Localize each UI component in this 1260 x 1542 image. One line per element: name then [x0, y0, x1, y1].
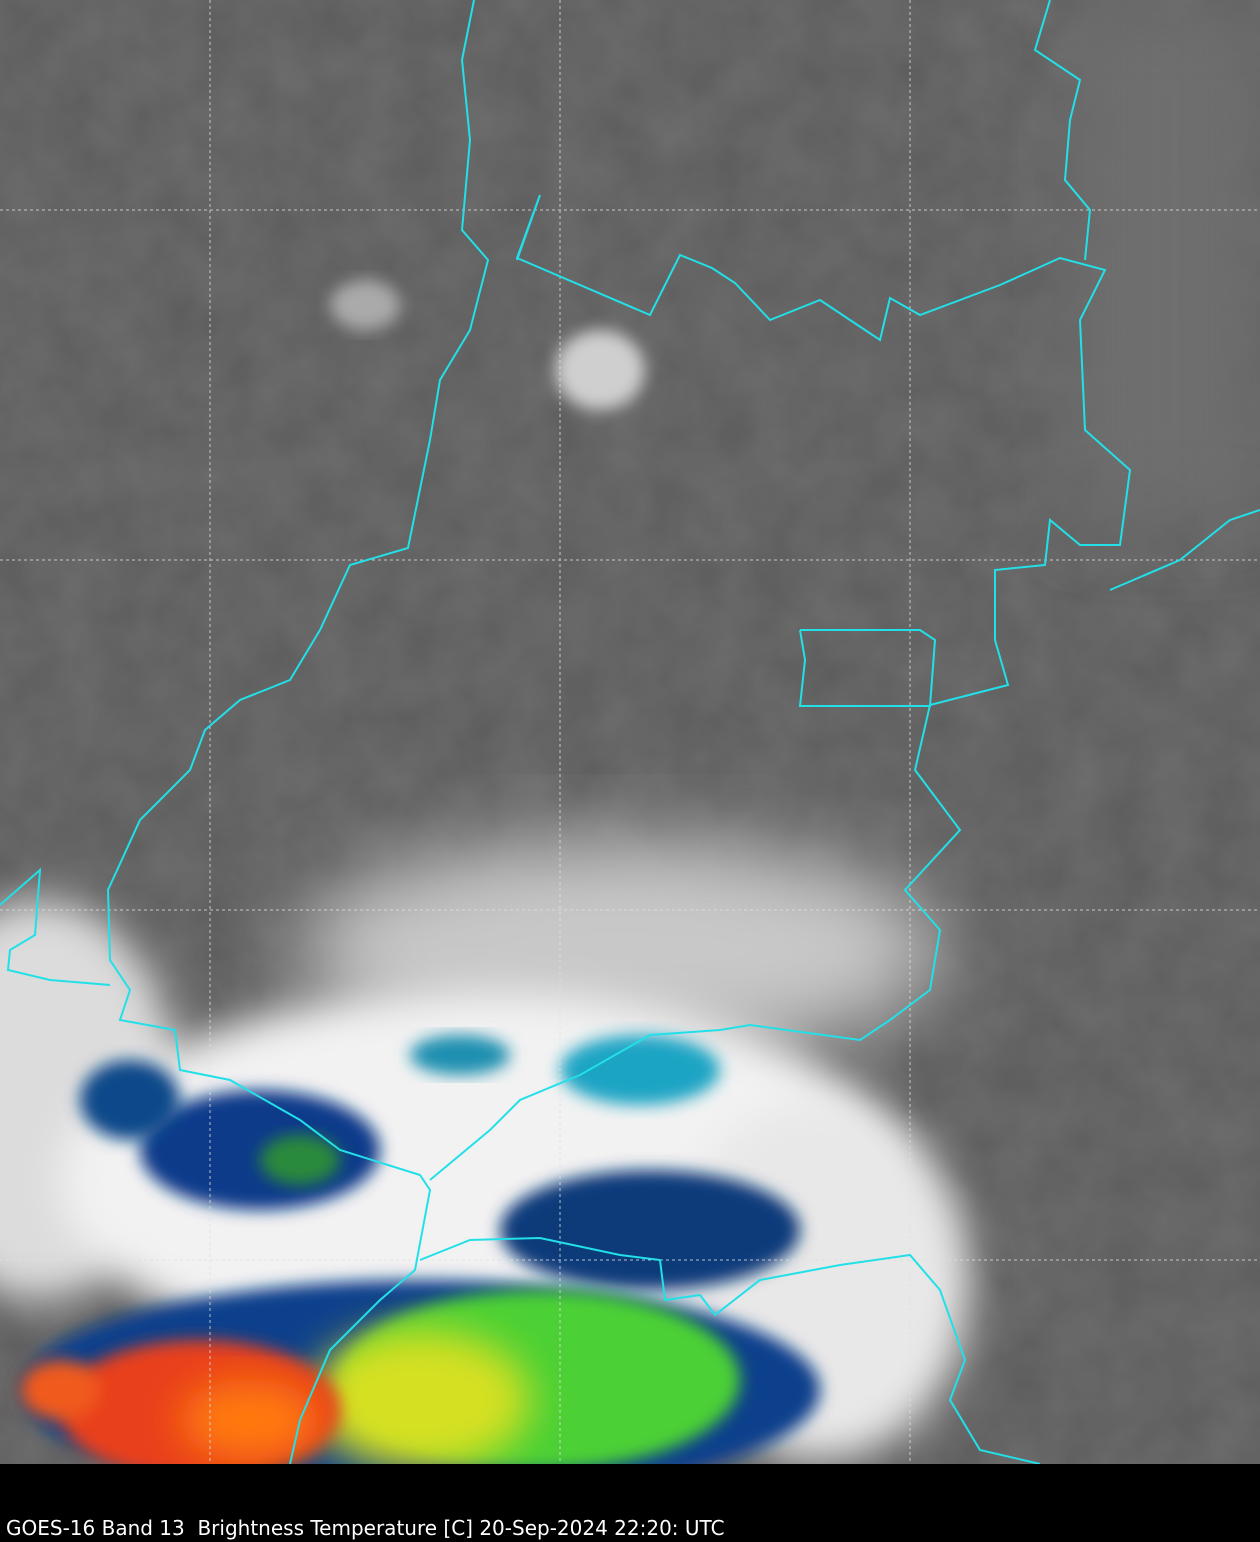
clouds — [0, 280, 970, 1464]
warm-region — [1070, 0, 1260, 520]
satellite-image — [0, 0, 1260, 1464]
borders — [0, 0, 1260, 1464]
caption: GOES-16 Band 13 Brightness Temperature [… — [6, 1516, 725, 1540]
graticule — [0, 0, 1260, 1464]
